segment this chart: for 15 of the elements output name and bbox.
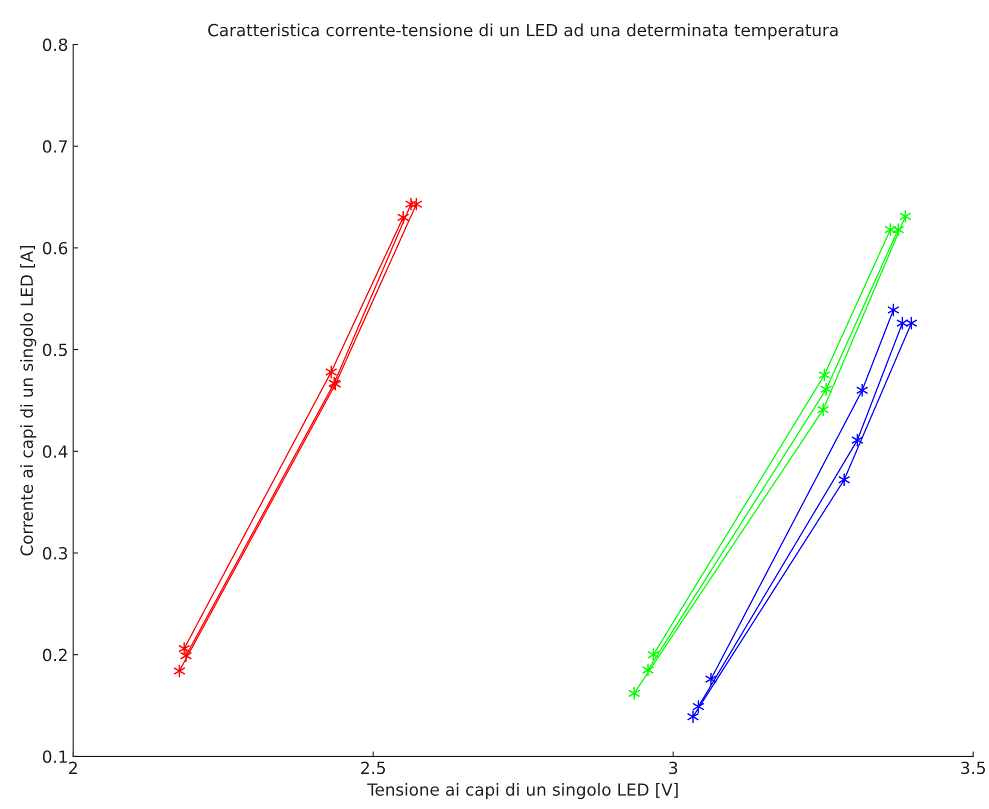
chart-title: Caratteristica corrente-tensione di un LED ad una determinata temperatura [208, 24, 838, 40]
y-axis-title: Corrente ai capi di un singolo LED [A] [20, 246, 36, 556]
y-tick-label: 0.8 [42, 38, 68, 52]
y-tick-label: 0.3 [42, 546, 67, 560]
y-tick-label: 0.4 [42, 445, 68, 458]
y-tick-label: 0.5 [42, 344, 67, 356]
y-tick-label: 0.7 [42, 140, 67, 153]
y-tick-label: 0.6 [42, 242, 68, 254]
x-axis-title: Tensione ai capi di un singolo LED [V] [367, 782, 678, 800]
y-tick-label: 0.2 [42, 648, 67, 662]
x-tick-label: 2.5 [361, 762, 385, 774]
x-tick-label: 3 [669, 762, 678, 774]
x-tick-label: 3.5 [961, 762, 985, 774]
y-tick-label: 0.1 [42, 750, 67, 763]
x-tick-label: 2 [69, 762, 77, 774]
